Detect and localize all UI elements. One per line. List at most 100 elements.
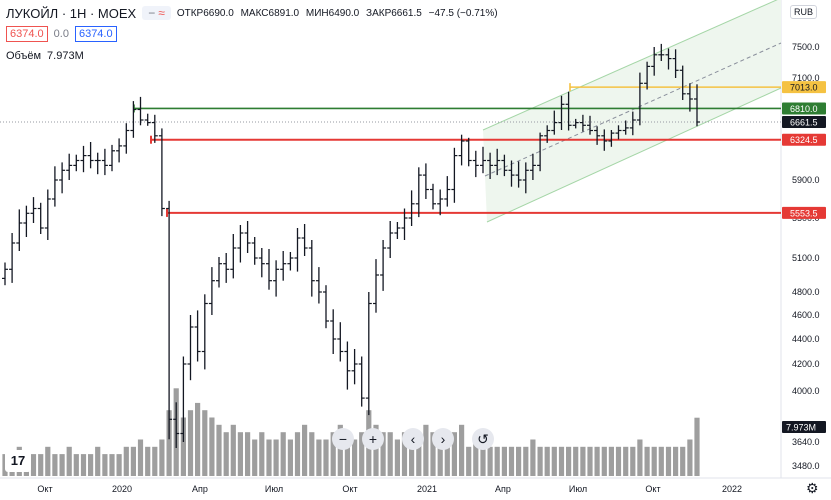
ohlc-values: ОТКР6690.0 МАКС6891.0 МИН6490.0 ЗАКР6661… [177, 8, 498, 19]
volume-bar [230, 424, 236, 476]
volume-bar [152, 446, 158, 476]
price-label: 7013.0 [790, 83, 818, 93]
zoom-out-button[interactable]: − [332, 428, 354, 450]
wave-icon[interactable]: ≈ [158, 6, 165, 20]
chart-legend: ЛУКОЙЛ · 1Н · MOEX − ≈ ОТКР6690.0 МАКС689… [6, 4, 498, 22]
volume-bar [530, 439, 536, 476]
y-tick-label: 5100.0 [792, 253, 820, 263]
channel-median-line [484, 42, 782, 177]
sell-price-button[interactable]: 6374.0 [6, 26, 48, 42]
volume-bar [309, 432, 315, 476]
volume-bar [66, 446, 72, 476]
volume-bar [166, 410, 172, 476]
volume-bar [516, 446, 522, 476]
volume-bar [145, 446, 151, 476]
volume-bar [187, 410, 194, 476]
x-tick-label: 2021 [417, 484, 437, 494]
tradingview-logo[interactable]: 17 [5, 450, 31, 472]
x-tick-label: Апр [192, 484, 208, 494]
volume-bar [287, 439, 293, 476]
volume-bar [102, 454, 108, 476]
volume-label-bg [782, 421, 826, 433]
volume-bar [537, 446, 543, 476]
volume-bar [558, 446, 565, 476]
buy-price-button[interactable]: 6374.0 [74, 26, 117, 42]
volume-bar [551, 446, 557, 476]
volume-bar [316, 439, 322, 476]
volume-axis-label: 7.973M [786, 423, 816, 433]
volume-bar [245, 432, 251, 476]
volume-bar [444, 439, 450, 476]
x-tick-label: Окт [342, 484, 357, 494]
volume-bar [587, 446, 593, 476]
volume-bar [523, 446, 529, 476]
volume-bar [637, 439, 643, 476]
volume-bar [651, 446, 657, 476]
open-value: 6690.0 [203, 7, 234, 19]
volume-bar [330, 432, 336, 476]
indicator-toggle[interactable]: − ≈ [142, 6, 171, 20]
open-label: ОТКР [176, 7, 204, 19]
volume-bar [266, 439, 272, 476]
y-tick-label: 4200.0 [792, 359, 820, 369]
symbol-title[interactable]: ЛУКОЙЛ · 1Н · MOEX [6, 5, 137, 21]
scroll-left-button[interactable]: ‹ [402, 428, 424, 450]
volume-bar [259, 432, 265, 476]
high-value: 6891.0 [268, 7, 300, 19]
volume-bar [237, 432, 243, 476]
y-tick-label: 4600.0 [792, 310, 820, 320]
volume-bar [45, 446, 51, 476]
reset-view-button[interactable]: ↺ [472, 428, 494, 450]
volume-bar [544, 446, 550, 476]
volume-bar [202, 410, 208, 476]
y-tick-label: 3640.0 [792, 437, 820, 447]
volume-bar [394, 439, 400, 476]
volume-bar [630, 446, 636, 476]
volume-bar [623, 446, 629, 476]
volume-bar [294, 432, 301, 476]
volume-bar [573, 446, 579, 476]
zoom-in-button[interactable]: + [362, 428, 384, 450]
volume-bar [494, 446, 500, 476]
volume-bar [601, 446, 607, 476]
volume-bar [508, 446, 515, 476]
volume-bar [30, 454, 37, 476]
volume-bar [615, 446, 622, 476]
volume-bar [252, 439, 258, 476]
volume-bar [216, 424, 222, 476]
volume-bar [59, 454, 65, 476]
minus-icon[interactable]: − [148, 6, 156, 20]
high-label: МАКС [240, 7, 269, 19]
y-tick-label: 7100.0 [792, 73, 820, 83]
volume-bar [694, 417, 700, 476]
scroll-right-button[interactable]: › [432, 428, 454, 450]
y-tick-label: 5900.0 [792, 175, 820, 185]
volume-bar [273, 439, 279, 476]
currency-selector[interactable]: RUB [790, 5, 818, 19]
volume-legend: Объём 7.973M [6, 50, 84, 62]
volume-bar [180, 417, 186, 476]
y-tick-label: 4400.0 [792, 334, 820, 344]
volume-bar [673, 446, 679, 476]
volume-bar [137, 439, 144, 476]
volume-bar [302, 424, 308, 476]
close-value: 6661.5 [391, 7, 422, 19]
volume-bar [665, 446, 672, 476]
y-tick-label: 3480.0 [792, 461, 820, 471]
volume-bar [130, 446, 136, 476]
price-label: 6810.0 [790, 104, 818, 114]
volume-bar [459, 424, 465, 476]
volume-bar [608, 446, 614, 476]
volume-bar [658, 446, 664, 476]
volume-bar [159, 439, 165, 476]
spread-value: 0.0 [53, 28, 69, 40]
x-tick-label: Окт [37, 484, 52, 494]
volume-label: Объём [6, 50, 42, 62]
volume-bar [88, 454, 94, 476]
settings-gear-icon[interactable]: ⚙ [806, 480, 819, 496]
price-label: 6661.5 [790, 118, 818, 128]
volume-bar [594, 446, 600, 476]
volume-bar [466, 446, 472, 476]
volume-bar [223, 432, 229, 476]
